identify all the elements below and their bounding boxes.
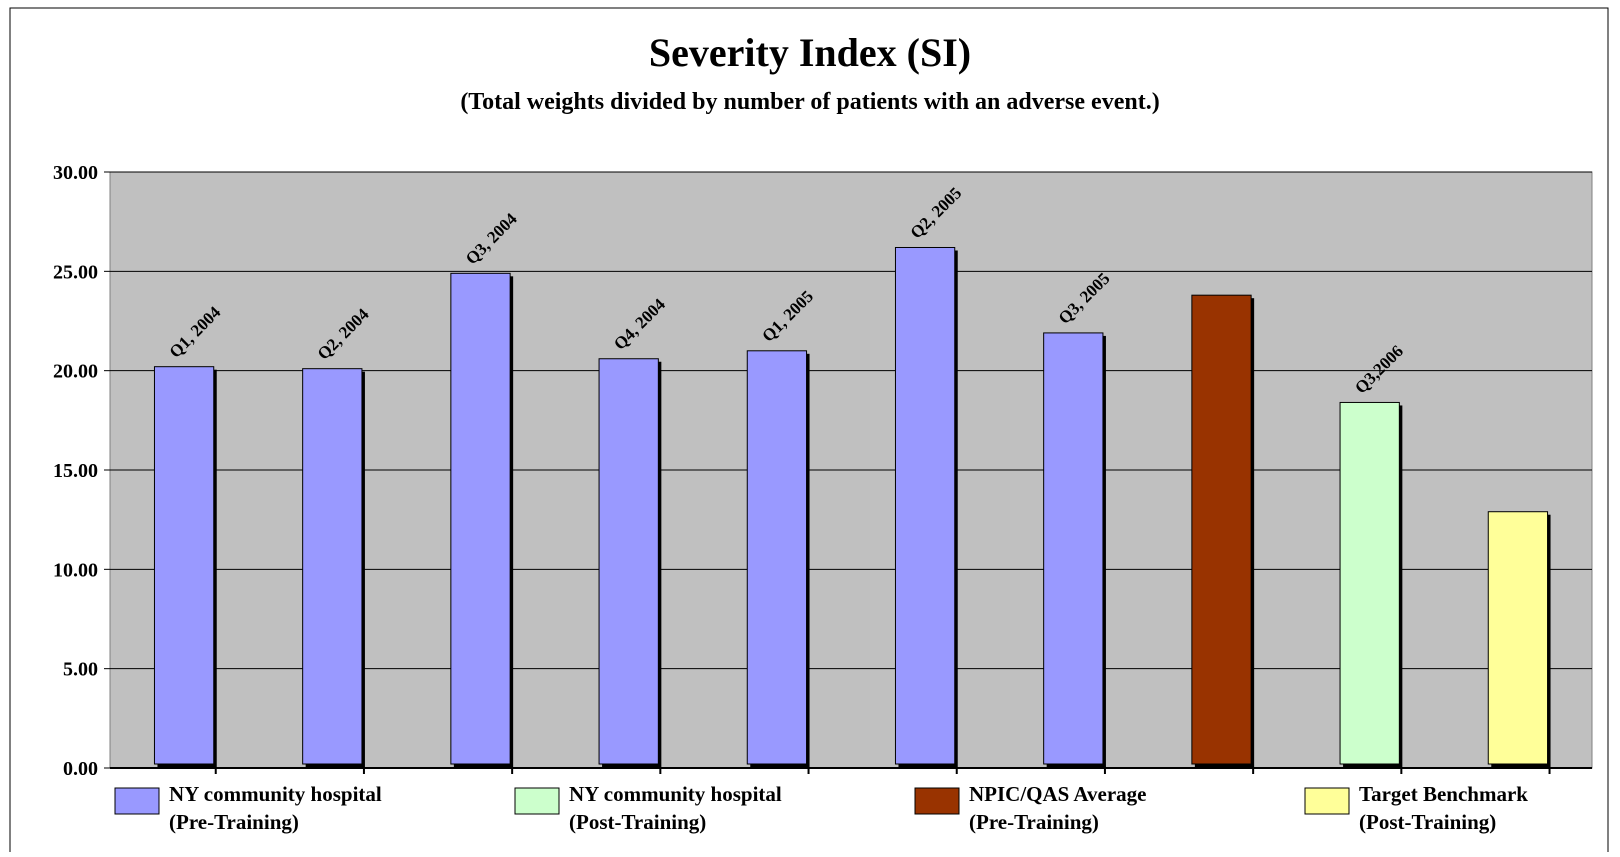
legend-swatch [114,787,160,815]
legend-label-line2: (Pre-Training) [169,810,299,834]
y-tick-label: 25.00 [53,261,98,283]
bar [598,358,659,765]
bar [1339,401,1400,765]
y-tick-label: 0.00 [63,758,98,780]
bar [153,366,215,765]
bar [746,350,808,765]
legend-swatch [914,787,960,815]
legend-swatch [514,787,560,815]
legend: NY community hospital (Pre-Training) NY co… [114,782,1528,834]
y-tick-label: 30.00 [53,162,98,184]
y-tick-label: 20.00 [53,361,98,383]
bar [450,272,511,765]
legend-label-line1: Target Benchmark [1359,782,1528,806]
legend-label-line1: NY community hospital [569,782,782,806]
legend-label-line1: NPIC/QAS Average [969,782,1147,806]
bar [302,368,363,765]
legend-label-line2: (Post-Training) [569,810,706,834]
bar [1043,332,1104,765]
y-tick-label: 10.00 [53,559,98,581]
bars [153,246,1551,774]
chart-title: Severity Index (SI) [649,30,971,75]
legend-label-line2: (Pre-Training) [969,810,1099,834]
bar [1191,294,1252,765]
legend-swatch [1304,787,1350,815]
y-tick-label: 5.00 [63,659,98,681]
y-tick-label: 15.00 [53,460,98,482]
bar [894,246,956,765]
legend-label-line2: (Post-Training) [1359,810,1496,834]
chart-subtitle: (Total weights divided by number of pati… [460,89,1159,115]
bar [1487,511,1549,765]
legend-label-line1: NY community hospital [169,782,382,806]
y-axis-tick-labels: 0.00 5.00 10.00 15.00 20.00 25.00 30.00 [53,162,98,780]
